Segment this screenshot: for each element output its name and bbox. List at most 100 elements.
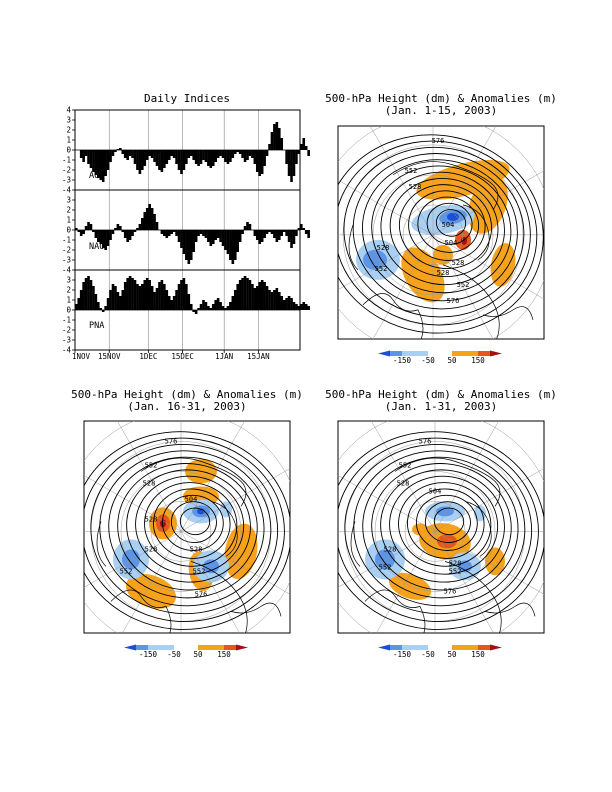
- y-tick-label: -4: [62, 266, 72, 275]
- bar-ao: [197, 150, 200, 166]
- contour-label: 552: [375, 265, 388, 273]
- bar-ao: [177, 150, 181, 170]
- bar-ao: [251, 150, 254, 158]
- contour-label: 576: [444, 587, 457, 595]
- bar-nao: [216, 230, 220, 238]
- contour-label: 528: [384, 545, 397, 553]
- bar-nao: [170, 230, 173, 234]
- bar-pna: [192, 310, 195, 312]
- height-contour: [408, 190, 486, 261]
- height-contour: [126, 469, 251, 583]
- bar-ao: [97, 150, 100, 178]
- bar-ao: [292, 150, 296, 176]
- bar-ao: [204, 150, 208, 162]
- contour-label: 528: [145, 545, 158, 553]
- y-tick-label: -1: [62, 316, 71, 325]
- bar-pna: [197, 308, 200, 310]
- bar-ao: [297, 150, 301, 154]
- height-contour: [343, 146, 531, 318]
- colorbar-swatch: [224, 645, 236, 650]
- meridian: [338, 234, 434, 291]
- bar-nao: [126, 230, 129, 242]
- bar-nao: [238, 230, 242, 242]
- bar-pna: [138, 286, 142, 310]
- meridian: [432, 234, 494, 339]
- bar-nao: [175, 230, 178, 236]
- map3-subtitle: (Jan. 1-31, 2003): [385, 400, 498, 413]
- bar-ao: [89, 150, 93, 168]
- meridian: [372, 234, 434, 339]
- x-tick-label: 15JAN: [247, 352, 270, 361]
- bar-nao: [236, 230, 240, 252]
- y-tick-label: 3: [66, 196, 71, 205]
- bar-pna: [172, 296, 176, 310]
- bar-ao: [111, 150, 115, 156]
- indices-panel-labels: AO NAO PNA: [89, 171, 104, 331]
- bar-nao: [165, 230, 169, 238]
- bar-pna: [143, 280, 147, 310]
- bar-pna: [282, 300, 286, 310]
- coastline: [484, 602, 536, 617]
- bar-ao: [192, 150, 195, 160]
- bar-pna: [75, 304, 78, 310]
- bar-pna: [111, 284, 115, 310]
- bar-nao: [214, 230, 217, 240]
- bar-pna: [236, 284, 240, 310]
- bar-nao: [204, 230, 208, 238]
- bar-pna: [270, 292, 274, 310]
- bar-ao: [231, 150, 235, 158]
- bar-pna: [175, 290, 178, 310]
- height-contour: [361, 159, 518, 302]
- bar-pna: [180, 280, 183, 310]
- positive-anomaly: [433, 244, 453, 265]
- y-tick-label: -2: [62, 166, 71, 175]
- bar-nao: [133, 230, 137, 232]
- map3-title: 500-hPa Height (dm) & Anomalies (m): [325, 388, 557, 401]
- bar-nao: [268, 230, 271, 232]
- bar-pna: [87, 276, 90, 310]
- bar-pna: [238, 280, 242, 310]
- bar-nao: [255, 230, 259, 240]
- colorbar: -150 -50 50 150: [378, 644, 502, 659]
- indices-title: Daily Indices: [144, 92, 230, 105]
- meridian: [434, 531, 544, 595]
- bar-nao: [265, 230, 269, 234]
- contour-label: 528: [409, 183, 422, 191]
- bar-ao: [194, 150, 198, 164]
- bar-ao: [126, 150, 129, 160]
- indices-frame: [74, 109, 301, 351]
- bar-nao: [128, 230, 132, 240]
- contour-label: 528: [190, 545, 203, 553]
- coastline: [110, 589, 172, 633]
- meridian: [432, 126, 497, 236]
- bar-ao: [109, 150, 112, 162]
- bar-pna: [211, 304, 215, 310]
- bar-nao: [136, 228, 139, 230]
- meridian: [338, 475, 436, 532]
- bar-nao: [77, 230, 81, 232]
- bar-ao: [241, 150, 244, 158]
- bar-pna: [106, 298, 110, 310]
- bar-nao: [302, 228, 306, 230]
- bar-pna: [204, 302, 208, 310]
- bar-nao: [202, 230, 205, 236]
- y-tick-label: -3: [62, 256, 71, 265]
- bar-ao: [170, 150, 173, 156]
- y-tick-label: 1: [66, 136, 71, 145]
- bar-pna: [290, 298, 293, 310]
- bar-ao: [290, 150, 293, 182]
- y-tick-label: -4: [62, 186, 72, 195]
- bar-pna: [136, 284, 139, 310]
- bar-ao: [153, 150, 156, 162]
- bar-ao: [87, 150, 90, 164]
- bar-nao: [304, 230, 308, 234]
- bar-nao: [121, 230, 125, 232]
- bar-ao: [275, 122, 279, 150]
- contour-label: 576: [195, 590, 208, 598]
- colorbar-tick-label: 50: [193, 650, 203, 659]
- coastline: [348, 224, 359, 271]
- bar-pna: [253, 288, 257, 310]
- colorbar-swatch: [478, 351, 490, 356]
- coastline: [140, 457, 247, 507]
